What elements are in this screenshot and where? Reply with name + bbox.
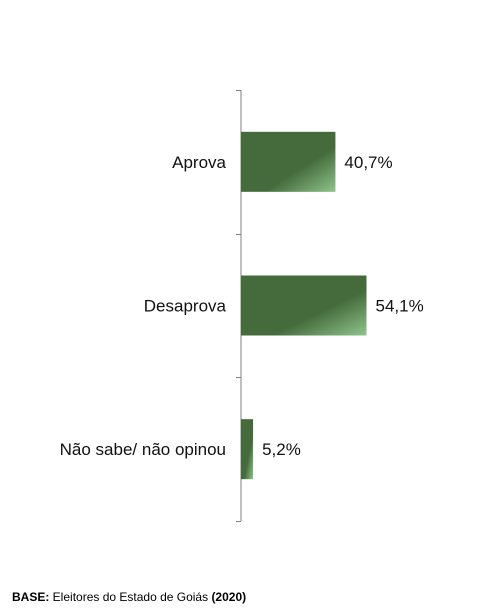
footnote-prefix: BASE:	[12, 590, 50, 604]
bar	[241, 131, 336, 192]
bar	[241, 419, 254, 480]
data-label: 40,7%	[344, 153, 392, 172]
bars-group	[241, 131, 367, 480]
category-label: Não sabe/ não opinou	[60, 440, 226, 459]
data-label: 54,1%	[376, 297, 424, 316]
category-label: Aprova	[172, 153, 226, 172]
bar	[241, 275, 367, 336]
y-axis-group	[236, 90, 242, 522]
footnote-text: Eleitores do Estado de Goiás	[49, 590, 212, 604]
category-label: Desaprova	[144, 297, 227, 316]
labels-group: Aprova 40,7% Desaprova 54,1% Não sabe/ não o…	[60, 153, 424, 459]
footnote-year: (2020)	[211, 590, 247, 604]
footnote: BASE: Eleitores do Estado de Goiás (2020…	[12, 590, 246, 604]
data-label: 5,2%	[262, 440, 301, 459]
